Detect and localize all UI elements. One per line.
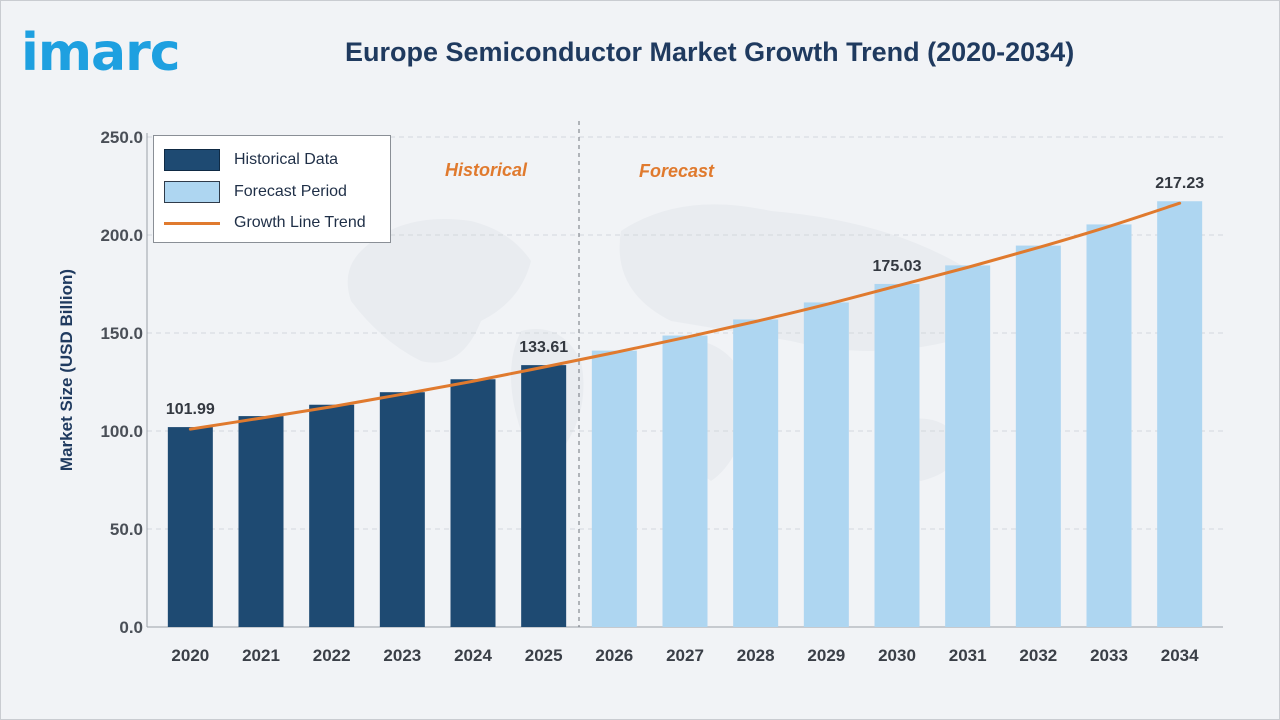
legend-item-historical: Historical Data	[164, 148, 338, 172]
y-tick-label: 0.0	[119, 618, 143, 637]
x-tick-label: 2022	[313, 646, 351, 665]
y-tick-label: 200.0	[100, 226, 143, 245]
y-tick-label: 250.0	[100, 128, 143, 147]
bar-historical	[379, 392, 425, 627]
bar-historical	[521, 365, 567, 627]
legend-label-forecast: Forecast Period	[234, 183, 347, 200]
x-tick-label: 2029	[807, 646, 845, 665]
y-tick-label: 150.0	[100, 324, 143, 343]
y-tick-label: 50.0	[110, 520, 143, 539]
bar-forecast	[803, 302, 849, 627]
x-tick-label: 2021	[242, 646, 280, 665]
legend-swatch-forecast	[164, 181, 220, 203]
legend-swatch-historical	[164, 149, 220, 171]
bar-forecast	[733, 319, 779, 627]
bar-forecast	[1015, 245, 1061, 628]
bar-forecast	[591, 350, 637, 627]
data-label: 101.99	[166, 401, 215, 418]
legend-item-forecast: Forecast Period	[164, 180, 347, 204]
x-tick-label: 2034	[1161, 646, 1199, 665]
x-tick-label: 2031	[949, 646, 987, 665]
bar-forecast	[1157, 201, 1203, 628]
x-tick-label: 2033	[1090, 646, 1128, 665]
bar-historical	[238, 416, 284, 627]
y-tick-label: 100.0	[100, 422, 143, 441]
x-tick-label: 2025	[525, 646, 563, 665]
data-label: 175.03	[873, 258, 922, 275]
x-tick-label: 2023	[383, 646, 421, 665]
x-tick-label: 2028	[737, 646, 775, 665]
x-tick-label: 2024	[454, 646, 492, 665]
legend: Historical Data Forecast Period Growth L…	[153, 135, 391, 243]
legend-item-trend: Growth Line Trend	[164, 211, 366, 235]
labels: Historical Forecast 101.99 133.61 175.03 217.…	[166, 160, 1204, 418]
chart-title: Europe Semiconductor Market Growth Trend…	[345, 37, 1075, 67]
bar-forecast	[662, 335, 708, 627]
bar-forecast	[1086, 224, 1132, 627]
x-tick-label: 2030	[878, 646, 916, 665]
x-tick-label: 2026	[595, 646, 633, 665]
logo-text: imarc	[21, 23, 181, 83]
trend-line	[188, 201, 1182, 431]
trend-line-group	[188, 201, 1182, 431]
bar-forecast	[945, 265, 991, 627]
bar-historical	[167, 427, 213, 627]
forecast-section-label: Forecast	[639, 161, 715, 181]
legend-label-trend: Growth Line Trend	[234, 214, 366, 231]
bar-historical	[309, 404, 355, 627]
imarc-logo: imarc	[21, 23, 181, 83]
axes: 0.0 50.0 100.0 150.0 200.0 250.0 Market Size (…	[57, 121, 1223, 665]
data-label: 217.23	[1155, 175, 1204, 192]
x-tick-label: 2027	[666, 646, 704, 665]
x-tick-label: 2020	[171, 646, 209, 665]
legend-swatch-trend	[164, 221, 220, 225]
data-label: 133.61	[519, 339, 568, 356]
historical-section-label: Historical	[445, 160, 528, 180]
x-tick-label: 2032	[1019, 646, 1057, 665]
bar-forecast	[874, 283, 920, 627]
legend-label-historical: Historical Data	[234, 151, 339, 168]
y-axis-label: Market Size (USD Billion)	[57, 269, 76, 471]
bar-historical	[450, 379, 496, 627]
bars	[167, 201, 1203, 628]
